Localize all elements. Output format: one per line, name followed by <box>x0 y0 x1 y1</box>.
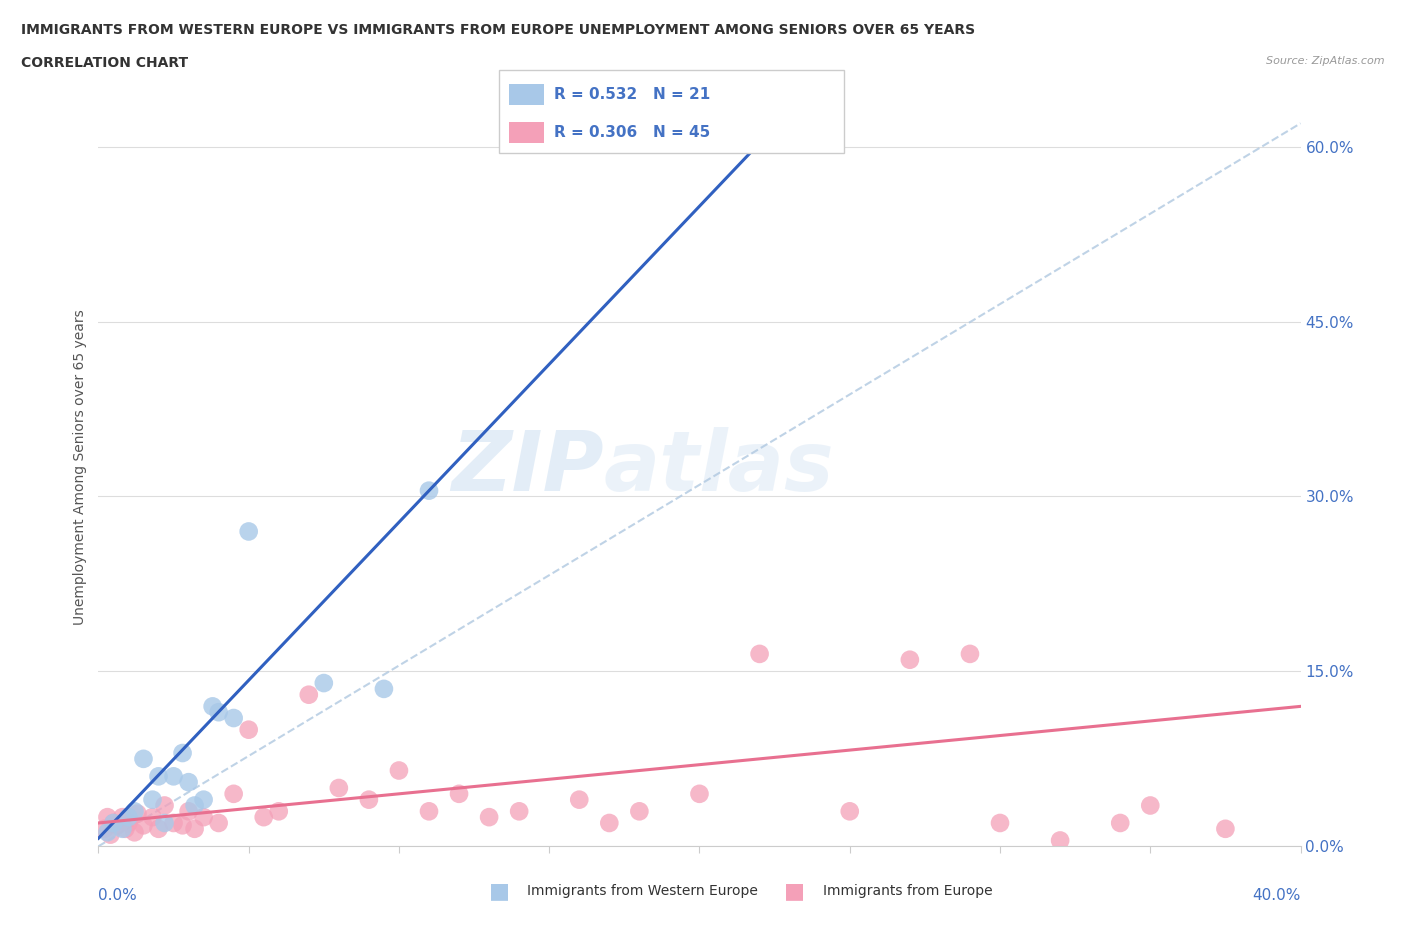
Point <box>357 792 380 807</box>
Point <box>1139 798 1161 813</box>
Point <box>96 810 118 825</box>
Point <box>100 827 122 842</box>
Point <box>183 798 205 813</box>
Point <box>373 682 395 697</box>
Point <box>418 484 440 498</box>
Text: R = 0.306   N = 45: R = 0.306 N = 45 <box>554 126 710 140</box>
Text: Source: ZipAtlas.com: Source: ZipAtlas.com <box>1267 56 1385 66</box>
Point <box>177 775 200 790</box>
Point <box>1049 833 1071 848</box>
Point <box>124 825 146 840</box>
Point <box>172 817 194 832</box>
Point <box>111 821 134 836</box>
Point <box>388 763 411 777</box>
Point <box>153 816 176 830</box>
Point <box>447 787 470 802</box>
Text: CORRELATION CHART: CORRELATION CHART <box>21 56 188 70</box>
Point <box>238 524 260 538</box>
Point <box>568 792 591 807</box>
Point <box>988 816 1011 830</box>
Point <box>748 646 770 661</box>
Point <box>162 769 184 784</box>
Point <box>298 687 321 702</box>
Point <box>193 810 215 825</box>
Point <box>96 825 118 840</box>
Point <box>312 675 335 690</box>
Point <box>132 751 155 766</box>
Point <box>141 810 163 825</box>
Point <box>93 821 115 836</box>
Point <box>222 711 245 725</box>
Text: IMMIGRANTS FROM WESTERN EUROPE VS IMMIGRANTS FROM EUROPE UNEMPLOYMENT AMONG SENI: IMMIGRANTS FROM WESTERN EUROPE VS IMMIGR… <box>21 23 976 37</box>
Text: Immigrants from Western Europe: Immigrants from Western Europe <box>527 884 758 898</box>
Point <box>238 723 260 737</box>
Point <box>208 816 231 830</box>
Text: ■: ■ <box>489 881 509 901</box>
Point <box>177 804 200 818</box>
Text: ■: ■ <box>785 881 804 901</box>
Point <box>598 816 620 830</box>
Text: 40.0%: 40.0% <box>1253 888 1301 903</box>
Point <box>114 821 136 836</box>
Point <box>1109 816 1132 830</box>
Point <box>117 816 139 830</box>
Point <box>172 746 194 761</box>
Y-axis label: Unemployment Among Seniors over 65 years: Unemployment Among Seniors over 65 years <box>73 310 87 625</box>
Text: atlas: atlas <box>603 427 834 508</box>
Point <box>148 821 170 836</box>
Point <box>222 787 245 802</box>
Point <box>689 787 711 802</box>
Point <box>117 810 139 825</box>
FancyBboxPatch shape <box>509 84 544 105</box>
FancyBboxPatch shape <box>499 70 844 153</box>
Point <box>162 816 184 830</box>
Point <box>208 705 231 720</box>
Point <box>267 804 290 818</box>
Point <box>132 817 155 832</box>
Point <box>959 646 981 661</box>
Point <box>418 804 440 818</box>
Point <box>105 817 128 832</box>
Text: 0.0%: 0.0% <box>98 888 138 903</box>
Point <box>201 699 224 714</box>
Point <box>127 806 149 821</box>
Point <box>193 792 215 807</box>
Point <box>141 792 163 807</box>
Point <box>148 769 170 784</box>
Point <box>253 810 276 825</box>
Text: R = 0.532   N = 21: R = 0.532 N = 21 <box>554 86 710 102</box>
Point <box>508 804 530 818</box>
Text: ZIP: ZIP <box>451 427 603 508</box>
Point <box>478 810 501 825</box>
Text: Immigrants from Europe: Immigrants from Europe <box>823 884 993 898</box>
Point <box>103 816 125 830</box>
Point <box>628 804 651 818</box>
Point <box>111 810 134 825</box>
Point <box>124 804 146 818</box>
Point <box>898 652 921 667</box>
FancyBboxPatch shape <box>509 123 544 143</box>
Point <box>328 780 350 795</box>
Point <box>153 798 176 813</box>
Point <box>1215 821 1237 836</box>
Point <box>103 816 125 830</box>
Point <box>183 821 205 836</box>
Point <box>838 804 860 818</box>
